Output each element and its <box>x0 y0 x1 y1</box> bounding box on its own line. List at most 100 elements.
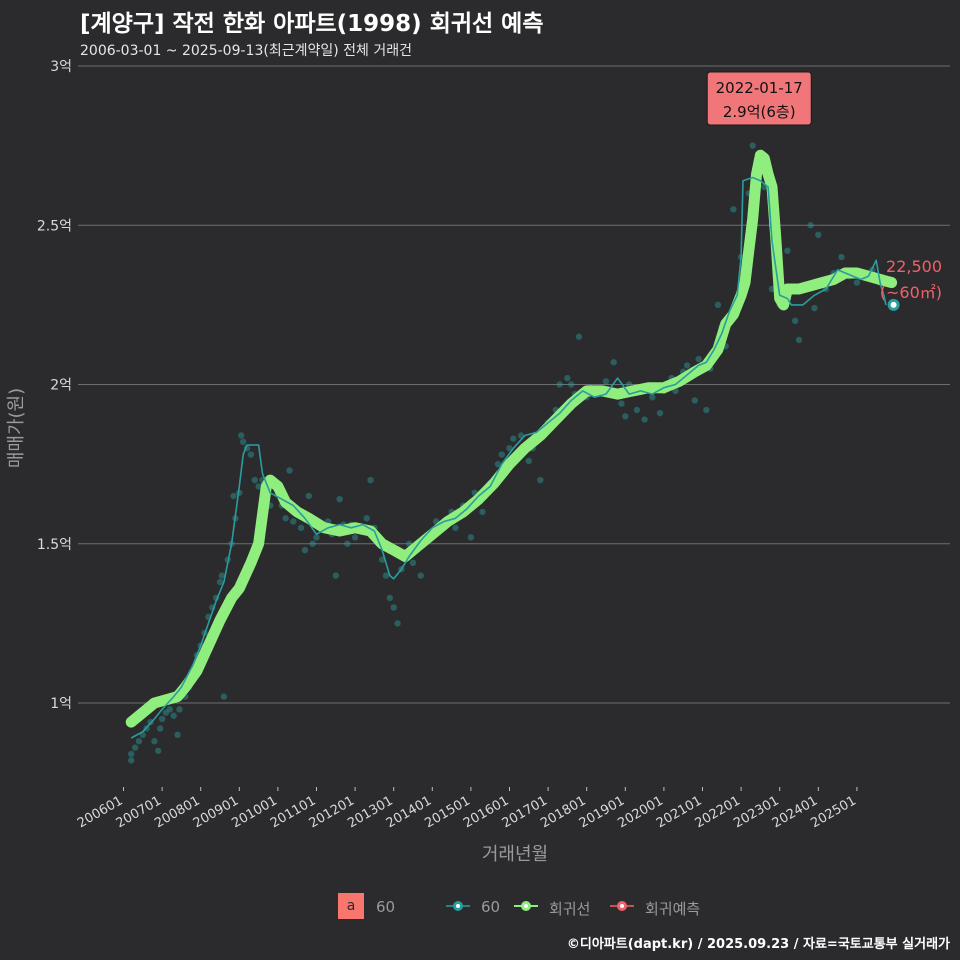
trade-point <box>128 750 135 758</box>
trade-point <box>853 279 861 286</box>
trade-point <box>239 438 247 446</box>
price-chart: 1억 1.5억 2억 2.5억 3억 2006012007012008012009012… <box>6 59 950 865</box>
trade-point <box>238 432 245 439</box>
chart-subtitle: 2006-03-01 ~ 2025-09-13(최근계약일) 전체 거래건 <box>80 43 412 59</box>
trade-point <box>151 738 158 745</box>
legend-label-regression: 회귀선 <box>549 900 591 918</box>
trade-point <box>691 397 698 404</box>
trade-point <box>537 476 544 484</box>
trade-point <box>351 534 359 541</box>
y-tick-label: 2.5억 <box>37 218 72 234</box>
trade-point <box>568 381 575 388</box>
y-tick-label: 1.5억 <box>37 537 72 553</box>
trade-point <box>409 559 417 567</box>
trade-point <box>838 253 845 261</box>
trade-point <box>575 333 583 340</box>
trade-point <box>649 394 656 401</box>
callout-box <box>706 71 812 126</box>
trade-point <box>176 706 183 713</box>
trade-point <box>162 709 170 716</box>
trade-point <box>220 693 228 700</box>
trade-point <box>506 445 513 452</box>
trade-point <box>336 495 343 503</box>
source-caption: ©디아파트(dapt.kr) / 2025.09.23 / 자료=국토교통부 실… <box>566 937 950 952</box>
trade-point <box>656 409 664 417</box>
trade-point <box>251 476 258 484</box>
trade-point <box>309 540 316 547</box>
trade-point <box>131 744 139 751</box>
trade-point <box>313 534 320 541</box>
legend-key-60 <box>446 901 470 911</box>
trade-point <box>795 336 803 344</box>
trade-point <box>452 524 459 532</box>
trade-point <box>363 515 370 522</box>
trade-point <box>332 572 339 579</box>
trade-point <box>556 381 563 388</box>
trade-point <box>791 317 799 324</box>
trade-point <box>128 757 135 764</box>
gridlines <box>78 65 950 704</box>
trade-point <box>815 231 822 239</box>
trade-point <box>618 400 625 407</box>
legend-fill-key: a <box>338 893 364 919</box>
trade-point <box>282 515 289 522</box>
trade-point <box>170 712 177 719</box>
trade-point <box>344 540 351 547</box>
trade-point <box>494 460 502 468</box>
legend-label-60: 60 <box>481 898 501 916</box>
trade-point <box>382 572 390 579</box>
legend-key-prediction <box>610 901 634 911</box>
trade-point <box>417 572 424 579</box>
y-axis-ticks: 1억 1.5억 2억 2.5억 3억 <box>37 59 72 712</box>
legend: a 60 60 회귀선 회귀예측 <box>0 892 960 920</box>
trade-point <box>230 492 237 500</box>
trade-point <box>297 524 305 532</box>
legend-key-regression <box>514 901 538 911</box>
trade-point <box>602 378 610 385</box>
trade-point <box>807 222 814 229</box>
prediction-point-center <box>890 301 897 308</box>
legend-fill-label: 60 <box>376 898 396 916</box>
trade-point <box>479 508 486 516</box>
y-tick-label: 3억 <box>50 59 72 75</box>
trade-point <box>305 492 312 500</box>
trade-point <box>703 406 710 414</box>
trade-point <box>218 572 226 579</box>
trade-point <box>784 247 791 254</box>
trade-point <box>158 715 166 723</box>
trade-point <box>216 578 224 586</box>
annotations: 2022-01-17 2.9억(6층) 22,500 (~60㎡) <box>706 71 942 311</box>
callout-date: 2022-01-17 <box>716 79 803 97</box>
trade-point <box>498 451 505 458</box>
trade-point <box>525 457 532 465</box>
y-axis-label: 매매가(원) <box>6 388 27 468</box>
trade-point <box>683 362 691 369</box>
trade-point <box>367 476 374 484</box>
trade-point <box>622 413 629 420</box>
y-tick-label: 2억 <box>50 378 72 394</box>
trade-point <box>714 301 722 309</box>
series-lines <box>125 149 898 739</box>
trade-point <box>394 620 401 627</box>
trade-point <box>386 594 394 602</box>
trade-point <box>301 546 309 554</box>
callout-value: 2.9억(6층) <box>723 103 796 121</box>
trade-point <box>633 406 641 414</box>
trade-point <box>641 416 648 423</box>
trade-point <box>156 725 164 732</box>
trade-point <box>811 304 818 312</box>
trade-point <box>749 142 756 149</box>
trade-point <box>174 731 181 739</box>
x-axis-ticks: 2006012007012008012009012010012011012012… <box>75 787 859 831</box>
trade-point <box>467 534 475 541</box>
trade-point <box>610 359 617 366</box>
regression-line <box>125 149 898 728</box>
trade-point <box>510 435 517 442</box>
trade-point <box>166 706 174 713</box>
legend-label-prediction: 회귀예측 <box>645 900 701 918</box>
trade-point <box>155 747 162 754</box>
y-tick-label: 1억 <box>50 696 72 712</box>
trade-point <box>286 467 293 474</box>
trade-point <box>695 355 702 363</box>
moving-average-line <box>130 176 887 739</box>
